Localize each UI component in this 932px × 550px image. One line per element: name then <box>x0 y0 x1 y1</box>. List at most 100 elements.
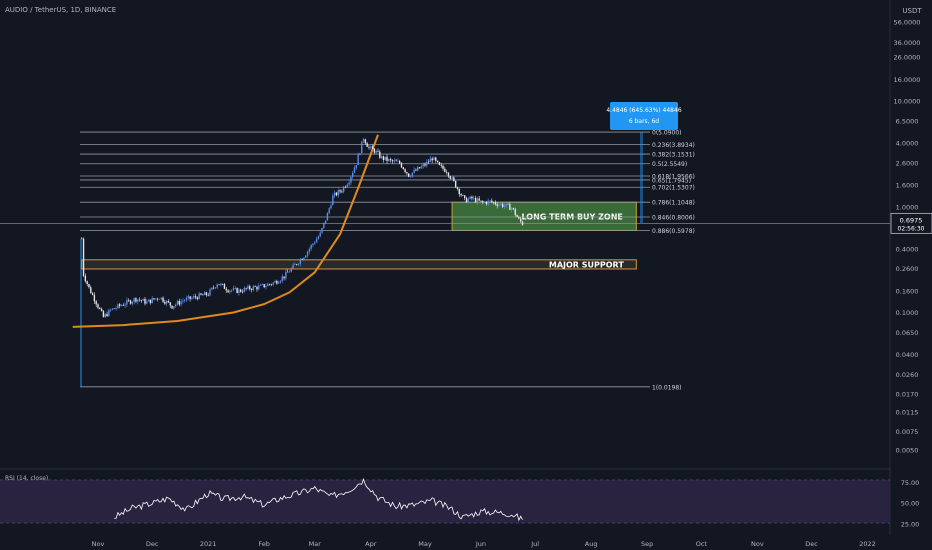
candle-body <box>176 301 179 305</box>
candle-body <box>189 296 191 299</box>
price-tick-label: 6.5000 <box>896 117 919 125</box>
candle-body <box>509 204 511 210</box>
candle-body <box>146 301 148 304</box>
price-tick-label: 0.1600 <box>896 287 919 295</box>
candle-body <box>462 195 464 196</box>
candle-body <box>341 191 343 193</box>
candle-body <box>129 300 132 304</box>
candle-body <box>147 299 150 302</box>
candle-body <box>252 286 255 291</box>
candle-body <box>142 298 144 301</box>
price-tick-label: 0.0075 <box>896 428 919 436</box>
candle-body <box>426 161 428 166</box>
candle-body <box>408 173 410 177</box>
candle-body <box>187 296 190 298</box>
candle-body <box>104 314 106 318</box>
candle-body <box>133 298 135 302</box>
price-axis[interactable]: 56.0000 36.0000 26.0000 16.0000 10.0000 6.500… <box>890 19 932 455</box>
candle-body <box>377 151 379 152</box>
measure-layer: 4.4846 (645.63%) 44846 6 bars, 6d <box>606 102 682 224</box>
fib-level-label: 0.786(1.1048) <box>652 200 695 207</box>
candle-body <box>274 281 276 283</box>
candle-body <box>84 275 87 282</box>
candle-body <box>162 297 164 302</box>
candle-body <box>324 220 327 223</box>
price-tick-label: 56.0000 <box>894 19 921 27</box>
candle-body <box>512 207 515 210</box>
candle-body <box>353 167 356 173</box>
candle-body <box>184 300 186 302</box>
rsi-line <box>114 477 523 522</box>
candle-body <box>451 177 453 179</box>
candle-body <box>458 188 460 195</box>
rsi-tick-label: 50.00 <box>901 500 920 508</box>
candle-body <box>346 184 348 188</box>
candle-body <box>339 190 341 192</box>
candle-body <box>406 172 408 174</box>
rsi-pane: RSI (14, close) 75.00 50.00 25.00 <box>0 468 920 528</box>
candle-body <box>438 162 441 165</box>
candle-body <box>249 286 251 290</box>
candle-body <box>355 164 358 168</box>
candle-body <box>332 195 334 206</box>
candle-body <box>520 218 522 222</box>
candle-body <box>81 238 83 240</box>
candle-body <box>440 164 442 166</box>
candle-body <box>364 139 367 144</box>
candle-body <box>100 308 103 311</box>
price-tick-label: 1.0000 <box>896 203 919 211</box>
candle-body <box>171 305 173 309</box>
fib-level-label: 0(5.0900) <box>652 130 682 137</box>
candle-body <box>478 198 480 201</box>
candle-body <box>137 299 139 302</box>
candle-body <box>514 209 516 216</box>
candle-body <box>205 292 208 295</box>
candle-body <box>156 298 159 300</box>
price-tick-label: 10.0000 <box>894 98 921 106</box>
price-tick-label: 0.0650 <box>896 329 919 337</box>
candle-body <box>411 172 414 177</box>
rsi-tick-label: 75.00 <box>901 479 920 487</box>
candle-body <box>259 284 262 286</box>
time-axis[interactable]: Nov Dec 2021 Feb Mar Apr May Jun Jul Aug Sep Oct Nov… <box>92 540 876 548</box>
candle-body <box>209 289 211 296</box>
candle-body <box>95 301 97 305</box>
candle-body <box>225 288 227 291</box>
candle-body <box>86 281 88 284</box>
candle-body <box>191 297 193 299</box>
candle-body <box>155 298 157 300</box>
candle-body <box>288 271 291 273</box>
candle-body <box>220 283 222 286</box>
candle-body <box>297 263 300 265</box>
candle-body <box>185 297 188 301</box>
candle-body <box>424 164 426 166</box>
fib-level-label: 0.382(3.1531) <box>652 152 695 159</box>
time-tick-label: Jun <box>475 540 486 548</box>
candle-body <box>102 310 105 318</box>
candle-body <box>200 293 202 295</box>
candle-body <box>370 146 372 148</box>
candle-body <box>433 157 435 161</box>
candle-body <box>182 300 184 302</box>
candle-body <box>492 202 495 203</box>
candle-body <box>256 286 258 290</box>
candle-body <box>465 197 468 203</box>
candle-body <box>306 251 309 256</box>
candle-body <box>109 309 112 311</box>
candle-body <box>294 264 296 265</box>
price-tick-label: 0.1000 <box>896 309 919 317</box>
time-tick-label: Dec <box>146 540 159 548</box>
price-tick-label: 4.0000 <box>896 140 919 148</box>
time-tick-label: 2022 <box>859 540 876 548</box>
candles-layer <box>81 137 524 319</box>
last-price-tag[interactable] <box>890 212 932 234</box>
candle-body <box>279 280 282 283</box>
candle-body <box>138 299 141 301</box>
candle-body <box>380 156 383 158</box>
candle-body <box>247 286 249 289</box>
candle-body <box>296 264 298 265</box>
candle-body <box>230 290 233 291</box>
candle-body <box>510 207 513 210</box>
candle-body <box>418 167 421 169</box>
